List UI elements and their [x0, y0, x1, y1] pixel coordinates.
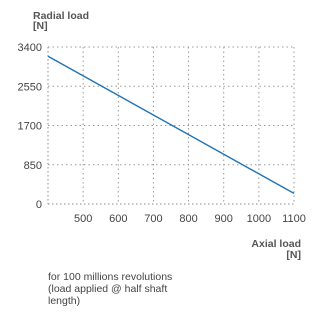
x-tick-label-6: 1100 [282, 213, 306, 225]
chart-note-line2: (load applied @ half shaft [48, 283, 168, 295]
y-tick-label-3: 850 [24, 160, 42, 172]
x-tick-label-0: 500 [74, 213, 92, 225]
x-tick-label-3: 800 [179, 213, 197, 225]
x-tick-label-5: 1000 [247, 213, 271, 225]
chart-axes [47, 47, 294, 205]
y-axis-title-line1: Radial load [33, 10, 89, 22]
chart-note-line3: length) [48, 295, 81, 307]
x-tick-label-1: 600 [109, 213, 127, 225]
y-tick-label-1: 2550 [18, 81, 42, 93]
y-axis-title-line2: [N] [33, 20, 48, 32]
x-axis-title-line1: Axial load [251, 238, 301, 250]
chart-note-line1: for 100 millions revolutions [48, 271, 173, 283]
series-line-0 [47, 55, 295, 194]
x-tick-label-4: 900 [215, 213, 233, 225]
x-tick-label-2: 700 [144, 213, 162, 225]
y-tick-label-4: 0 [36, 199, 42, 211]
y-tick-label-0: 3400 [18, 42, 42, 54]
y-tick-label-2: 1700 [18, 121, 42, 133]
x-axis-title-line2: [N] [286, 249, 301, 261]
chart-series [47, 55, 295, 194]
chart-tick-labels: 500 600 700 800 900 1000 1100 3400 2550 1700 850 0 [18, 42, 306, 225]
